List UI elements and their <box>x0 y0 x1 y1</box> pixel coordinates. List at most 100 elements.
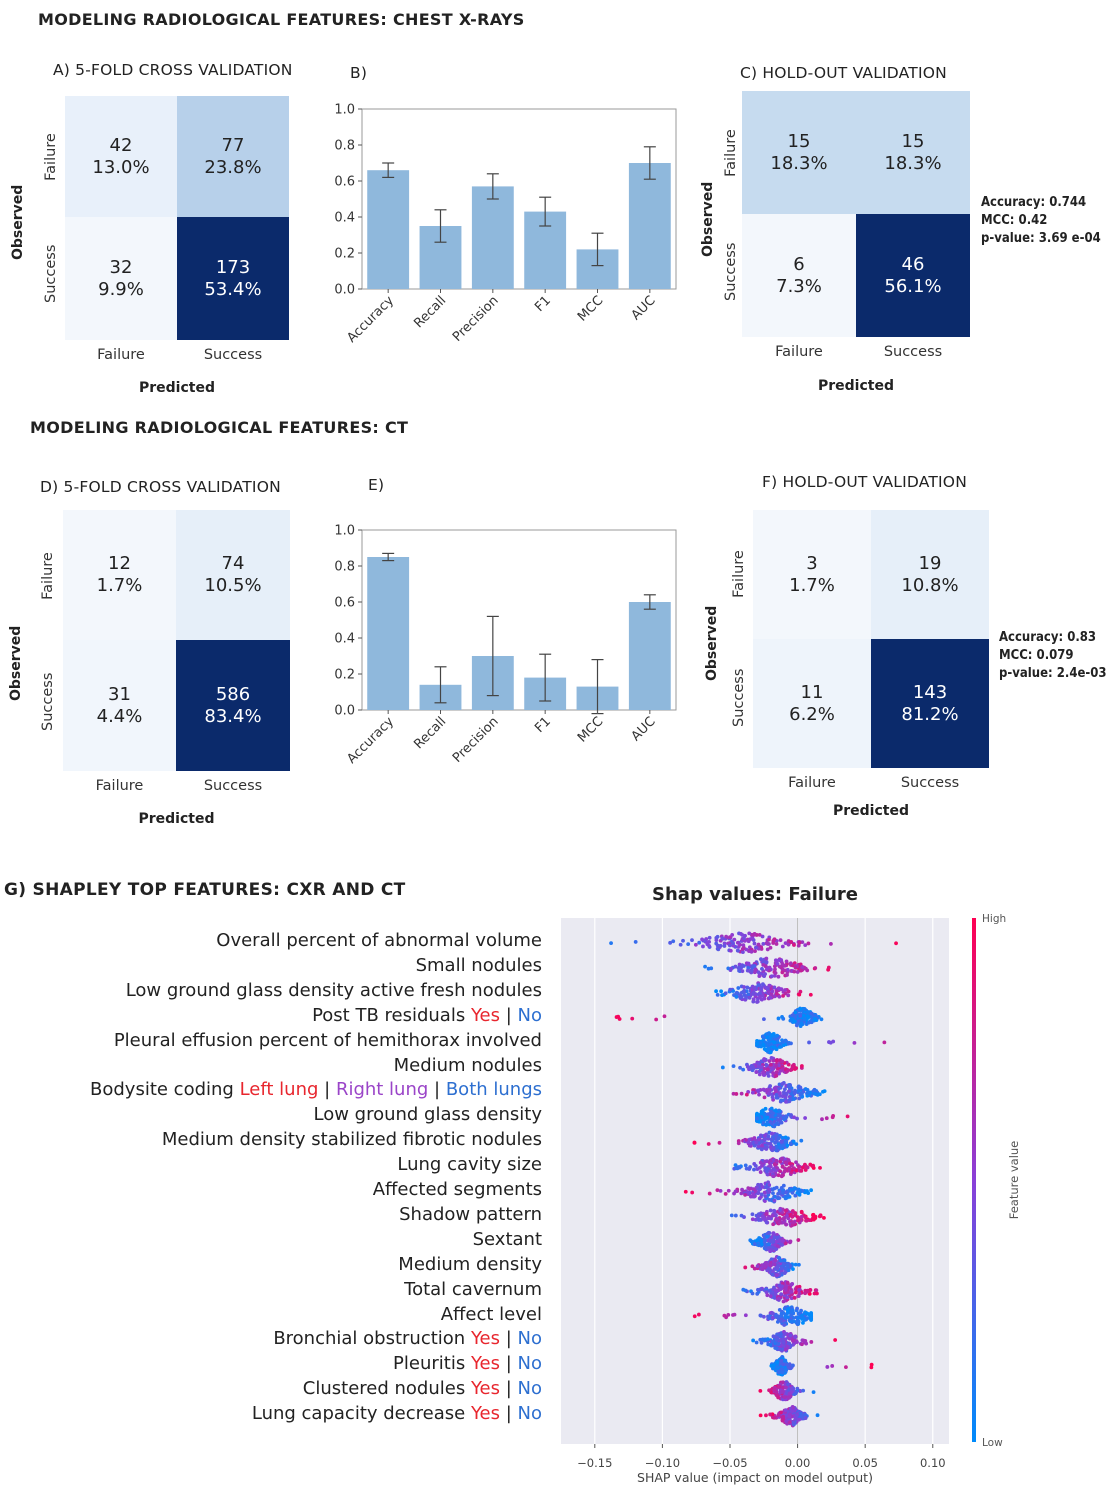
shap-point <box>793 1213 797 1217</box>
cm-cell: 42 13.0% <box>65 96 177 217</box>
row-label-success: Success <box>723 251 739 301</box>
shap-point <box>756 1191 760 1195</box>
shap-point <box>715 1188 719 1192</box>
accuracy-text: Accuracy: 0.744 <box>981 194 1101 212</box>
shap-point <box>668 941 672 945</box>
panel-c-title: C) HOLD-OUT VALIDATION <box>740 64 947 82</box>
shap-point <box>742 936 746 940</box>
shap-point <box>785 1363 789 1367</box>
shap-feature-label: Pleural effusion percent of hemithorax i… <box>114 1030 542 1051</box>
feature-text: Affected segments <box>373 1179 542 1200</box>
shap-point <box>773 1346 777 1350</box>
shap-point <box>781 1362 785 1366</box>
feature-text: Small nodules <box>416 955 542 976</box>
shap-point <box>772 1041 776 1045</box>
shap-point <box>751 1195 755 1199</box>
bar-chart-e: 0.00.20.40.60.81.0Accuracy Recall Precisio… <box>320 516 700 786</box>
shap-point <box>769 1063 773 1067</box>
shap-point <box>728 935 732 939</box>
feature-text: Yes <box>471 1403 500 1424</box>
shap-point <box>755 1341 759 1345</box>
shap-point <box>765 1146 769 1150</box>
shap-point <box>767 1059 771 1063</box>
shap-point <box>716 993 720 997</box>
shap-feature-label: Affect level <box>441 1304 542 1325</box>
shap-point <box>780 1266 784 1270</box>
shap-point <box>756 1183 760 1187</box>
shap-point <box>801 1389 805 1393</box>
shap-point <box>780 1059 784 1063</box>
shap-point <box>663 1014 667 1018</box>
shap-point <box>780 1140 784 1144</box>
shap-point <box>774 1259 778 1263</box>
shap-point <box>772 1416 776 1420</box>
shap-point <box>821 1090 825 1094</box>
shap-beeswarm: −0.15 −0.10 −0.05 0.00 0.05 0.10SHAP value (i… <box>555 910 1055 1485</box>
shap-point <box>796 1219 800 1223</box>
shap-point <box>779 1069 783 1073</box>
row-label-success: Success <box>40 681 56 731</box>
shap-point <box>806 1015 810 1019</box>
shap-point <box>754 1070 758 1074</box>
shap-point <box>806 1090 810 1094</box>
shap-point <box>792 943 796 947</box>
y-axis-title: Observed <box>8 631 24 701</box>
x-tick-label: −0.15 <box>577 1456 612 1470</box>
shap-point <box>761 1071 765 1075</box>
shap-point <box>797 1165 801 1169</box>
shap-point <box>805 1189 809 1193</box>
shap-point <box>869 1365 873 1369</box>
feature-text: Both lungs <box>446 1079 542 1100</box>
x-axis-title: Predicted <box>742 378 970 394</box>
shap-point <box>762 1017 766 1021</box>
shap-point <box>724 991 728 995</box>
shap-point <box>772 1209 776 1213</box>
shap-point <box>774 1217 778 1221</box>
shap-point <box>800 965 804 969</box>
shap-point <box>795 1117 799 1121</box>
shap-point <box>773 1199 777 1203</box>
x-axis-title: Predicted <box>753 803 989 819</box>
shap-point <box>781 1136 785 1140</box>
feature-text: Pleuritis <box>393 1353 471 1374</box>
y-tick-label: 0.0 <box>334 283 355 298</box>
shap-point <box>763 1239 767 1243</box>
shap-point <box>772 1146 776 1150</box>
panel-e-title: E) <box>368 476 384 494</box>
shap-point <box>779 938 783 942</box>
shap-point <box>757 943 761 947</box>
shap-point <box>774 1074 778 1078</box>
shap-point <box>775 1159 779 1163</box>
shap-point <box>697 1313 701 1317</box>
shap-point <box>766 1134 770 1138</box>
shap-point <box>758 1389 762 1393</box>
shap-point <box>768 1198 772 1202</box>
shap-point <box>777 1017 781 1021</box>
shap-point <box>803 1318 807 1322</box>
shap-point <box>735 991 739 995</box>
shap-point <box>797 1263 801 1267</box>
shap-point <box>783 1166 787 1170</box>
shap-point <box>799 1412 803 1416</box>
metrics-f: Accuracy: 0.83 MCC: 0.079 p-value: 2.4e-… <box>999 629 1107 683</box>
shap-point <box>800 1314 804 1318</box>
shap-point <box>720 936 724 940</box>
shap-point <box>761 1035 765 1039</box>
y-tick-label: 0.2 <box>334 668 355 683</box>
shap-point <box>790 1283 794 1287</box>
feature-text: Medium density stabilized fibrotic nodul… <box>162 1129 542 1150</box>
shap-point <box>785 973 789 977</box>
feature-text: No <box>518 1403 542 1424</box>
shap-point <box>799 1139 803 1143</box>
shap-point <box>750 966 754 970</box>
feature-text: | <box>500 1328 518 1349</box>
shap-point <box>707 967 711 971</box>
shap-point <box>782 1170 786 1174</box>
shap-point <box>773 1162 777 1166</box>
x-tick-label: AUC <box>629 714 659 744</box>
shap-point <box>770 1122 774 1126</box>
mcc-text: MCC: 0.079 <box>999 647 1107 665</box>
row-label-failure: Failure <box>731 549 747 599</box>
panel-a-title: A) 5-FOLD CROSS VALIDATION <box>53 61 293 79</box>
shap-point <box>760 1193 764 1197</box>
